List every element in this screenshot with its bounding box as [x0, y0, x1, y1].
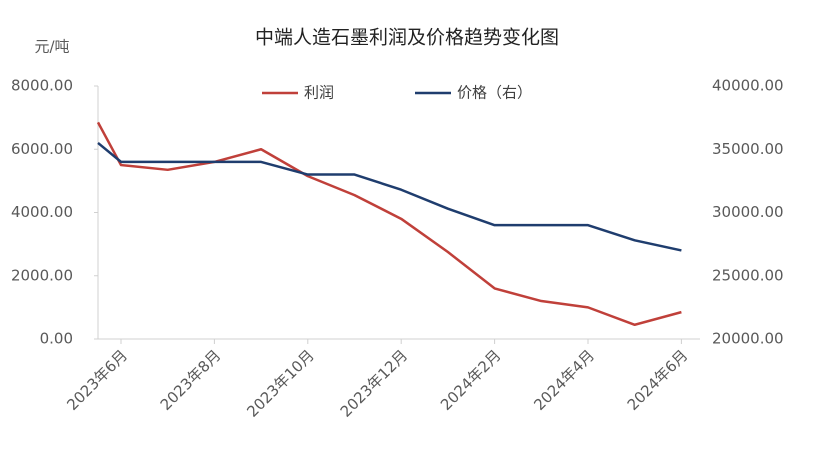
chart-title: 中端人造石墨利润及价格趋势变化图	[255, 27, 559, 49]
y2-tick-label: 40000.00	[712, 77, 784, 95]
x-tick-label: 2023年12月	[337, 346, 411, 420]
x-tick-label: 2024年6月	[624, 346, 692, 414]
legend-label: 价格（右）	[457, 84, 532, 102]
series-line	[96, 121, 682, 327]
y-axis-title: 元/吨	[34, 38, 69, 56]
y2-tick-label: 30000.00	[712, 203, 784, 221]
series-line	[97, 141, 682, 252]
x-tick-label: 2024年4月	[530, 346, 598, 414]
x-tick-label: 2023年10月	[243, 346, 317, 420]
y2-tick-label: 20000.00	[712, 330, 784, 348]
x-tick-label: 2023年8月	[157, 346, 225, 414]
x-tick-label: 2024年2月	[437, 346, 505, 414]
y-tick-label: 6000.00	[11, 140, 73, 158]
y-tick-label: 8000.00	[11, 77, 73, 95]
y2-tick-label: 35000.00	[712, 140, 784, 158]
y-tick-label: 4000.00	[11, 203, 73, 221]
legend-label: 利润	[304, 84, 334, 102]
x-tick-label: 2023年6月	[63, 346, 131, 414]
y-tick-label: 0.00	[40, 330, 73, 348]
y-tick-label: 2000.00	[11, 266, 73, 284]
y2-tick-label: 25000.00	[712, 266, 784, 284]
